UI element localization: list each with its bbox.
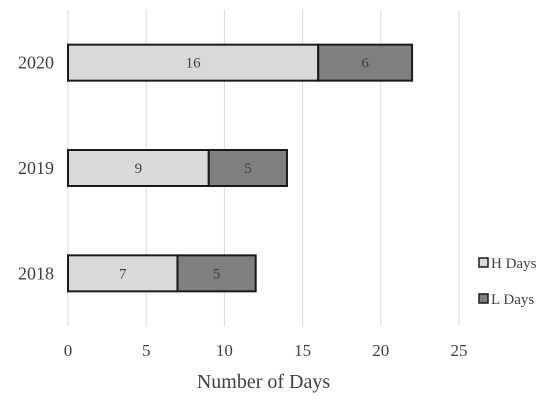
x-tick-label: 20 bbox=[372, 341, 389, 360]
x-tick-label: 5 bbox=[142, 341, 151, 360]
legend-swatch-l bbox=[478, 293, 489, 304]
x-tick-label: 25 bbox=[451, 341, 468, 360]
x-tick-label: 0 bbox=[64, 341, 73, 360]
bar-segment-l-2020 bbox=[317, 43, 414, 82]
bar-segment-l-2018 bbox=[176, 254, 257, 293]
x-tick-label: 10 bbox=[216, 341, 233, 360]
bars-layer bbox=[67, 43, 414, 293]
y-category-label: 2019 bbox=[18, 158, 54, 178]
legend: H Days L Days bbox=[478, 256, 537, 308]
data-label: 9 bbox=[135, 161, 143, 177]
labels-layer: 7 5 9 5 16 6 bbox=[119, 56, 369, 283]
x-axis-title: Number of Days bbox=[197, 371, 331, 393]
y-category-label: 2018 bbox=[18, 263, 54, 283]
data-label: 5 bbox=[213, 266, 221, 282]
y-category-label: 2020 bbox=[18, 53, 54, 73]
legend-label-h: H Days bbox=[491, 256, 537, 272]
data-label: 16 bbox=[186, 56, 202, 72]
axis-layer: Number of Days 0 5 10 15 20 25 2018 2019 2020 bbox=[18, 53, 468, 393]
data-label: 7 bbox=[119, 266, 127, 282]
bar-segment-h-2018 bbox=[67, 254, 179, 293]
bar-segment-l-2019 bbox=[207, 149, 288, 187]
legend-swatch-h bbox=[478, 257, 489, 268]
x-tick-label: 15 bbox=[294, 341, 311, 360]
legend-label-l: L Days bbox=[491, 292, 534, 308]
bar-segment-h-2020 bbox=[67, 43, 320, 82]
data-label: 5 bbox=[244, 161, 252, 177]
data-label: 6 bbox=[361, 56, 369, 72]
